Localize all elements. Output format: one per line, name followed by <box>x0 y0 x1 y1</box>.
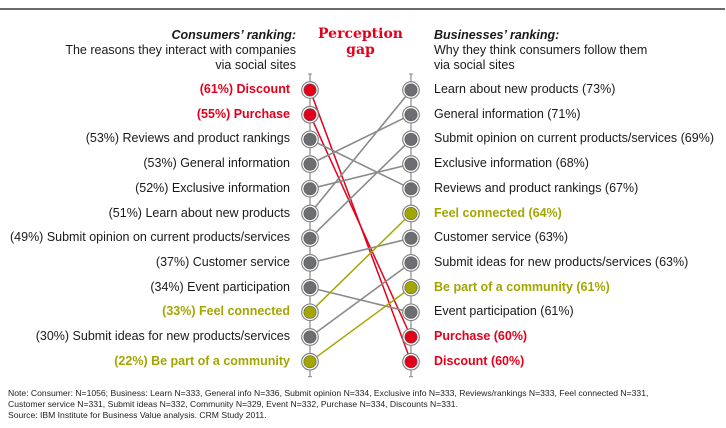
consumer-node-discount <box>301 81 319 99</box>
business-label-discount: Discount (60%) <box>434 353 525 368</box>
businesses-header: Businesses’ ranking: Why they think cons… <box>434 28 724 73</box>
consumer-node-general <box>301 155 319 173</box>
consumer-label-service: (37%) Customer service <box>155 254 290 269</box>
business-label-learn: Learn about new products (73%) <box>434 82 616 96</box>
note-line1: Note: Consumer: N=1056; Business: Learn … <box>8 388 649 398</box>
consumer-label-purchase: (55%) Purchase <box>196 106 290 121</box>
consumer-node-community <box>301 352 319 371</box>
consumer-node-service <box>301 254 319 272</box>
consumer-node-reviews <box>301 130 319 149</box>
consumer-node-ideas <box>301 328 319 346</box>
consumer-node-learn <box>301 204 319 223</box>
business-node-exclusive <box>402 155 420 173</box>
business-node-connected <box>402 204 420 223</box>
business-node-service <box>402 229 420 248</box>
business-label-service: Customer service (63%) <box>434 230 569 245</box>
consumer-label-reviews: (53%) Reviews and product rankings <box>85 131 290 146</box>
consumer-label-exclusive: (52%) Exclusive information <box>135 180 290 195</box>
business-node-discount <box>402 352 420 371</box>
business-label-reviews: Reviews and product rankings (67%) <box>434 180 639 195</box>
business-node-opinion <box>402 130 420 149</box>
business-node-ideas <box>402 254 420 272</box>
consumers-subtitle-line1: The reasons they interact with companies <box>65 43 296 57</box>
consumer-label-ideas: (30%) Submit ideas for new products/serv… <box>35 329 290 343</box>
business-label-ideas: Submit ideas for new products/services (… <box>434 254 689 269</box>
top-rule <box>0 8 725 10</box>
businesses-title: Businesses’ ranking: <box>434 28 560 42</box>
perception-gap-title: Perception gap <box>310 26 411 58</box>
connector-layer <box>309 89 412 363</box>
connector-purchase <box>309 114 412 338</box>
consumer-node-event <box>301 278 319 297</box>
consumers-title: Consumers’ ranking: <box>171 28 296 42</box>
consumer-label-community: (22%) Be part of a community <box>114 353 290 368</box>
business-label-opinion: Submit opinion on current products/servi… <box>434 131 714 146</box>
businesses-subtitle-line2: via social sites <box>434 58 515 72</box>
consumer-node-opinion <box>301 229 319 248</box>
connector-opinion <box>309 138 412 239</box>
axis-layer <box>308 73 413 378</box>
business-label-purchase: Purchase (60%) <box>434 329 528 343</box>
consumers-header: Consumers’ ranking: The reasons they int… <box>6 28 296 73</box>
connector-general <box>309 113 412 165</box>
consumer-label-discount: (61%) Discount <box>199 82 290 96</box>
consumer-node-purchase <box>301 105 319 124</box>
business-node-community <box>402 278 420 297</box>
perception-gap-line1: Perception <box>318 26 403 42</box>
business-label-exclusive: Exclusive information (68%) <box>434 156 589 171</box>
business-label-general: General information (71%) <box>434 106 581 121</box>
business-node-reviews <box>402 179 420 198</box>
business-label-event: Event participation (61%) <box>434 304 574 319</box>
consumer-label-event: (34%) Event participation <box>150 279 290 294</box>
consumer-label-general: (53%) General information <box>143 156 290 171</box>
consumers-subtitle-line2: via social sites <box>215 58 296 72</box>
business-label-community: Be part of a community (61%) <box>434 279 610 294</box>
consumer-label-opinion: (49%) Submit opinion on current products… <box>10 230 290 245</box>
business-node-general <box>402 105 420 124</box>
business-node-event <box>402 303 420 322</box>
businesses-subtitle-line1: Why they think consumers follow them <box>434 43 648 57</box>
consumer-label-connected: (33%) Feel connected <box>162 304 290 319</box>
footnote: Note: Consumer: N=1056; Business: Learn … <box>8 388 720 421</box>
connector-exclusive <box>309 163 412 190</box>
consumer-node-exclusive <box>301 179 319 198</box>
consumer-label-learn: (51%) Learn about new products <box>108 205 290 220</box>
note-line2: Customer service N=331, Submit ideas N=3… <box>8 399 458 409</box>
business-node-purchase <box>402 328 420 346</box>
consumer-node-connected <box>301 303 319 322</box>
connector-learn <box>309 89 412 215</box>
note-source: Source: IBM Institute for Business Value… <box>8 410 267 420</box>
connector-community <box>309 286 412 363</box>
node-layer <box>301 81 420 371</box>
connector-connected <box>309 212 412 313</box>
business-node-learn <box>402 81 420 99</box>
connector-reviews <box>309 138 412 190</box>
business-label-connected: Feel connected (64%) <box>434 205 562 220</box>
perception-gap-line2: gap <box>346 42 375 58</box>
connector-ideas <box>309 262 412 338</box>
connector-service <box>309 237 412 264</box>
